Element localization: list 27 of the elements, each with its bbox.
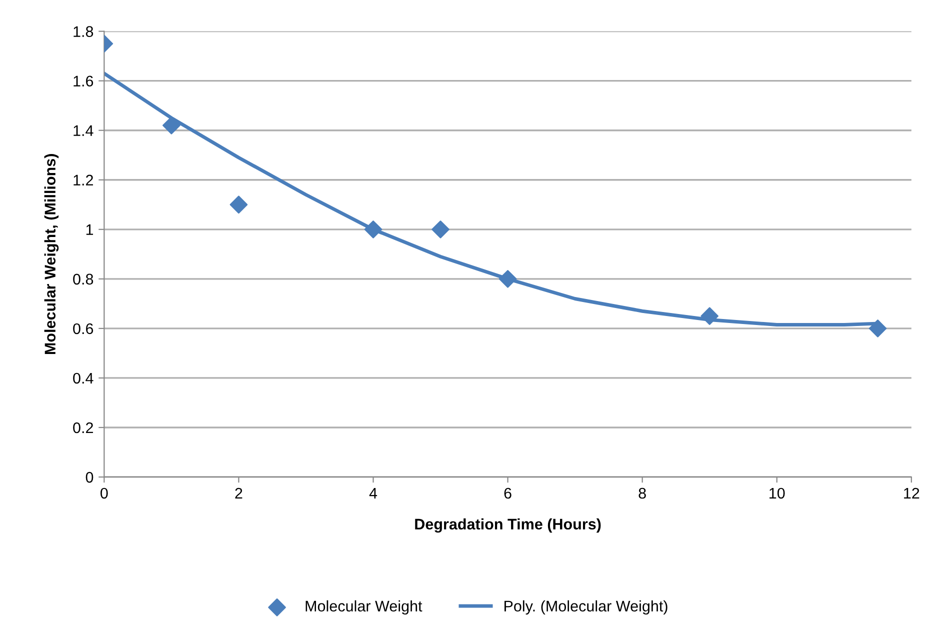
x-tick-label: 0 <box>100 488 108 499</box>
y-tick-label: 1.8 <box>74 26 94 37</box>
point <box>700 307 718 325</box>
x-tick-label: 10 <box>770 488 785 499</box>
y-tick-label: 0 <box>86 472 94 483</box>
y-tick-label: 0.8 <box>73 274 94 285</box>
x-tick-label: 8 <box>638 488 646 499</box>
legend-label: Poly. (Molecular Weight) <box>504 600 668 615</box>
x-tick-label: 12 <box>904 488 920 498</box>
x-tick-label: 4 <box>369 488 378 498</box>
y-tick-label: 1.4 <box>74 125 94 136</box>
point <box>230 196 248 214</box>
x-axis-title: Degradation Time (Hours) <box>415 518 601 533</box>
y-tick-label: 0.6 <box>73 323 94 334</box>
point <box>364 220 382 238</box>
y-tick-label: 1.6 <box>74 76 94 87</box>
y-tick-label: 0.4 <box>73 372 94 384</box>
y-axis-title: Molecular Weight, (Millions) <box>44 154 59 354</box>
y-tick-label: 1.2 <box>74 174 93 186</box>
point <box>432 220 450 238</box>
y-tick-label: 1 <box>86 224 93 235</box>
point <box>498 270 517 288</box>
y-tick-label: 0.2 <box>73 422 93 434</box>
x-tick-label: 2 <box>235 488 242 498</box>
legend-label: Molecular Weight <box>306 600 422 615</box>
x-tick-label: 6 <box>504 488 512 499</box>
point <box>868 320 887 338</box>
